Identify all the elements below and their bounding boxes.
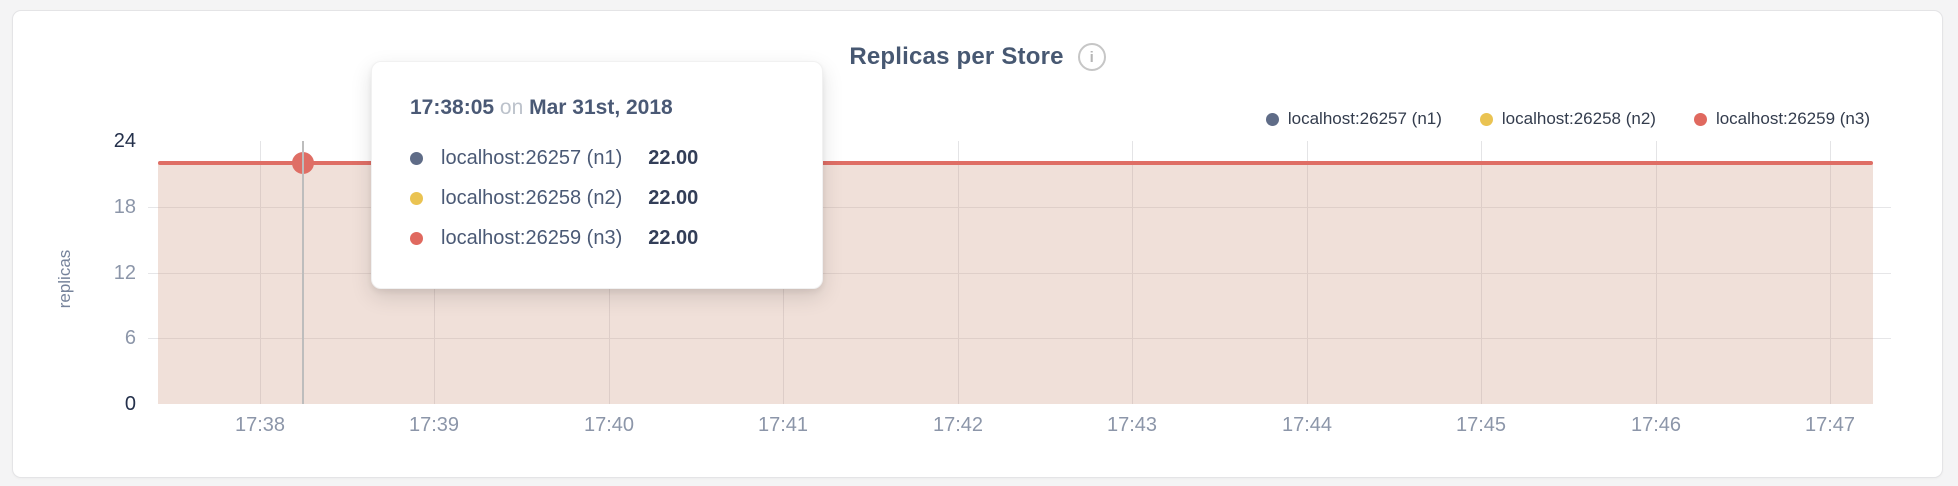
legend: localhost:26257 (n1) localhost:26258 (n2)… bbox=[1265, 109, 1870, 129]
x-tick-label: 17:40 bbox=[583, 414, 635, 436]
tooltip-series-row: localhost:26257 (n1) 22.00 bbox=[410, 138, 792, 178]
tooltip-connector: on bbox=[499, 96, 524, 119]
y-tick-label: 24 bbox=[113, 130, 136, 152]
plot-area[interactable]: 0 6 12 18 24 17:38 17:39 17:40 17:41 17:42 17:43 17… bbox=[13, 11, 1942, 477]
x-tick-label: 17:42 bbox=[932, 414, 984, 436]
legend-item[interactable]: localhost:26259 (n3) bbox=[1693, 109, 1870, 129]
tooltip-rows: localhost:26257 (n1) 22.00 localhost:26258… bbox=[410, 138, 792, 258]
x-tick-label: 17:41 bbox=[757, 414, 809, 436]
x-tick-label: 17:47 bbox=[1804, 414, 1856, 436]
x-gridline bbox=[259, 141, 261, 404]
x-tick-label: 17:45 bbox=[1455, 414, 1507, 436]
x-gridline bbox=[1132, 141, 1134, 404]
y-gridline bbox=[148, 338, 1891, 339]
y-tick-label: 18 bbox=[113, 196, 136, 218]
tooltip-time: 17:38:05 bbox=[410, 96, 495, 119]
legend-item[interactable]: localhost:26257 (n1) bbox=[1265, 109, 1442, 129]
tooltip-series-dot-icon bbox=[410, 151, 423, 165]
x-tick-label: 17:39 bbox=[408, 414, 460, 436]
series-line bbox=[158, 161, 1873, 165]
legend-dot-icon bbox=[1693, 112, 1707, 126]
x-tick-label: 17:46 bbox=[1630, 414, 1682, 436]
tooltip-series-label: localhost:26259 (n3) bbox=[441, 226, 623, 249]
x-tick-label: 17:44 bbox=[1281, 414, 1333, 436]
x-gridline bbox=[1655, 141, 1657, 404]
y-gridline bbox=[148, 207, 1891, 208]
y-tick-label: 0 bbox=[124, 393, 136, 415]
tooltip-series-value: 22.00 bbox=[648, 226, 699, 249]
tooltip-series-row: localhost:26258 (n2) 22.00 bbox=[410, 178, 792, 218]
y-gridline bbox=[148, 273, 1891, 274]
legend-label: localhost:26258 (n2) bbox=[1501, 109, 1656, 128]
info-icon[interactable]: i bbox=[1077, 43, 1106, 71]
chart-card: Replicas per Store i localhost:26257 (n1… bbox=[12, 10, 1943, 478]
tooltip-series-value: 22.00 bbox=[648, 146, 699, 169]
x-gridline bbox=[1306, 141, 1308, 404]
chart-header: Replicas per Store i bbox=[13, 43, 1942, 71]
tooltip-date: Mar 31st, 2018 bbox=[529, 96, 673, 119]
y-tick-label: 12 bbox=[113, 262, 136, 284]
tooltip-series-dot-icon bbox=[410, 191, 423, 205]
legend-label: localhost:26257 (n1) bbox=[1287, 109, 1442, 128]
y-tick-label: 6 bbox=[124, 327, 136, 349]
legend-dot-icon bbox=[1479, 112, 1493, 126]
x-gridline bbox=[1481, 141, 1483, 404]
x-gridline bbox=[1830, 141, 1832, 404]
legend-label: localhost:26259 (n3) bbox=[1715, 109, 1870, 128]
chart-title: Replicas per Store bbox=[849, 43, 1064, 70]
hover-tooltip: 17:38:05 on Mar 31st, 2018 localhost:262… bbox=[371, 61, 823, 289]
tooltip-series-label: localhost:26258 (n2) bbox=[441, 186, 623, 209]
x-tick-label: 17:43 bbox=[1106, 414, 1158, 436]
tooltip-header: 17:38:05 on Mar 31st, 2018 bbox=[410, 96, 792, 120]
x-tick-label: 17:38 bbox=[234, 414, 286, 436]
tooltip-series-dot-icon bbox=[410, 231, 423, 245]
tooltip-series-label: localhost:26257 (n1) bbox=[441, 146, 623, 169]
tooltip-series-value: 22.00 bbox=[648, 186, 699, 209]
x-gridline bbox=[957, 141, 959, 404]
tooltip-series-row: localhost:26259 (n3) 22.00 bbox=[410, 218, 792, 258]
legend-dot-icon bbox=[1265, 112, 1279, 126]
legend-item[interactable]: localhost:26258 (n2) bbox=[1479, 109, 1656, 129]
hover-guideline bbox=[302, 141, 304, 404]
